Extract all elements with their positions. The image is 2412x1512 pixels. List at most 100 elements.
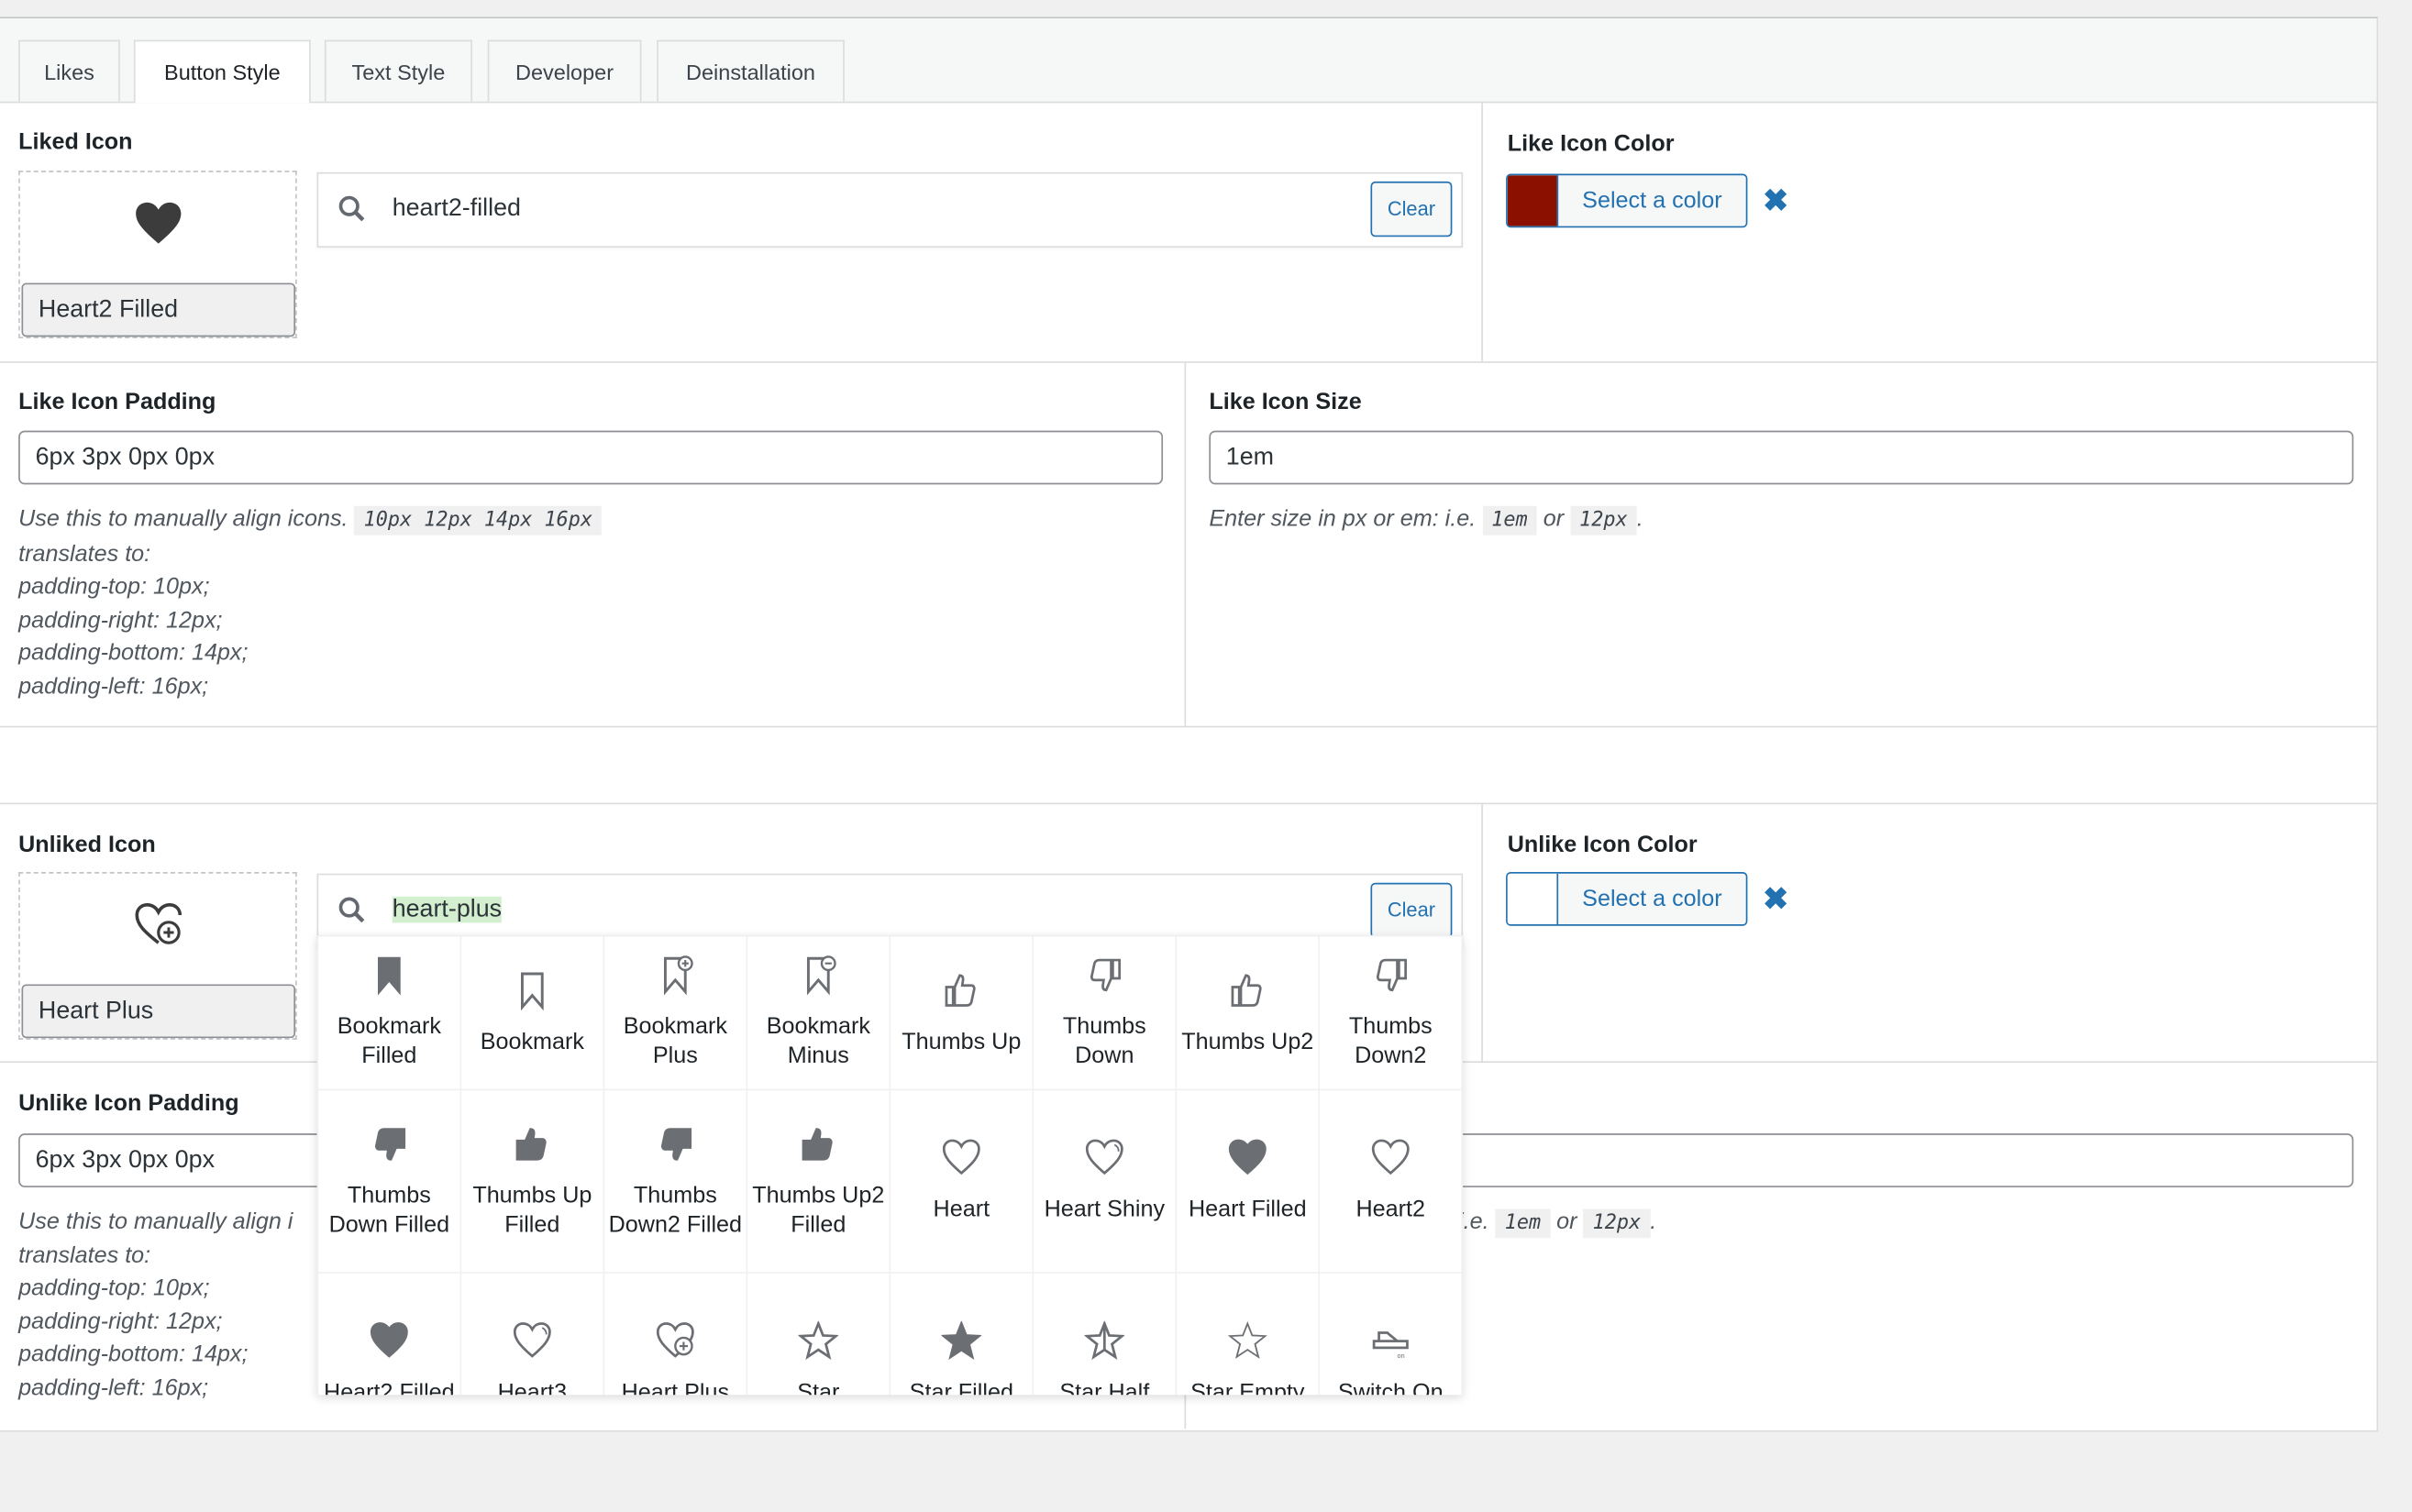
help-line: padding-left: 16px; (18, 672, 209, 700)
icon-option-label: Heart2 Filled (324, 1379, 455, 1396)
tab-deinstallation[interactable]: Deinstallation (657, 39, 845, 102)
liked-icon-search[interactable]: heart2-filled Clear (316, 171, 1464, 248)
select-color-label: Select a color (1582, 886, 1722, 912)
icon-option-bookmark-minus[interactable]: Bookmark Minus (747, 936, 890, 1089)
icon-option-thumbs-down-filled[interactable]: Thumbs Down Filled (318, 1090, 460, 1273)
icon-option-label: Thumbs Up2 Filled (752, 1182, 885, 1238)
icon-option-heart2-filled[interactable]: Heart2 Filled (318, 1273, 460, 1396)
thumbs-up2-icon (1227, 970, 1267, 1027)
bookmark-plus-icon (656, 955, 696, 1012)
icon-option-star-half[interactable]: Star Half (1034, 1273, 1176, 1396)
icon-option-label: Star Empty (1190, 1379, 1305, 1396)
heart2-filled-icon (370, 1321, 410, 1378)
heart-shiny-icon (1084, 1138, 1124, 1195)
icon-option-label: Thumbs Down2 Filled (608, 1182, 743, 1238)
like-color-picker-button[interactable]: Select a color (1506, 173, 1748, 228)
icon-option-heart[interactable]: Heart (891, 1090, 1033, 1273)
icon-option-thumbs-down[interactable]: Thumbs Down (1034, 936, 1176, 1089)
thumbs-up-filled-icon (513, 1123, 553, 1180)
tab-button-style[interactable]: Button Style (133, 39, 311, 104)
help-line: translates to: (18, 1242, 151, 1268)
icon-option-heart-shiny[interactable]: Heart Shiny (1034, 1090, 1176, 1273)
tab-developer[interactable]: Developer (487, 39, 642, 102)
icon-option-label: Heart Plus (621, 1379, 730, 1396)
icon-option-switch-on[interactable]: on Switch On (1320, 1273, 1462, 1396)
icon-option-label: Heart (933, 1196, 990, 1223)
icon-option-heart3[interactable]: Heart3 (461, 1273, 603, 1396)
icon-option-label: Bookmark (480, 1028, 584, 1054)
help-text: or (1556, 1208, 1577, 1235)
icon-option-heart2[interactable]: Heart2 (1320, 1090, 1462, 1273)
icon-option-label: Thumbs Up2 (1181, 1028, 1314, 1054)
icon-option-star[interactable]: Star (747, 1273, 890, 1396)
svg-text:on: on (1398, 1352, 1405, 1360)
like-icon-padding-input[interactable]: 6px 3px 0px 0px (18, 430, 1164, 485)
search-input[interactable]: heart-plus (392, 896, 503, 924)
liked-icon-label: Liked Icon (18, 128, 133, 156)
icon-option-thumbs-up2-filled[interactable]: Thumbs Up2 Filled (747, 1090, 890, 1273)
icon-grid: Bookmark Filled Bookmark Bookmark Plus Book… (317, 935, 1464, 1396)
icon-option-label: Star (797, 1379, 840, 1396)
icon-option-label: Bookmark Filled (337, 1013, 441, 1069)
tab-likes[interactable]: Likes (18, 39, 120, 102)
icon-option-bookmark-filled[interactable]: Bookmark Filled (318, 936, 460, 1089)
icon-option-label: Thumbs Down2 (1348, 1013, 1433, 1069)
like-icon-padding-label: Like Icon Padding (18, 389, 216, 415)
star-half-icon (1083, 1319, 1126, 1378)
help-text: Enter size in px or em: i.e. (1209, 505, 1477, 533)
search-icon (337, 193, 368, 232)
help-line: padding-bottom: 14px; (18, 1341, 249, 1368)
clear-button[interactable]: Clear (1370, 181, 1453, 237)
icon-option-label: Thumbs Up (902, 1028, 1022, 1054)
unliked-icon-preview: Heart Plus (18, 872, 297, 1040)
icon-option-heart-plus[interactable]: Heart Plus (604, 1273, 747, 1396)
help-code: 1em (1495, 1208, 1551, 1239)
like-icon-color-label: Like Icon Color (1507, 130, 1675, 158)
icon-option-bookmark[interactable]: Bookmark (461, 936, 603, 1089)
icon-option-label: Thumbs Down Filled (328, 1182, 450, 1238)
divider (1184, 362, 1187, 726)
icon-option-thumbs-up[interactable]: Thumbs Up (891, 936, 1033, 1089)
thumbs-down-icon (1084, 955, 1124, 1012)
icon-option-star-filled[interactable]: Star Filled (891, 1273, 1033, 1396)
icon-option-label: Star Filled (909, 1379, 1013, 1396)
heart-icon (942, 1138, 982, 1195)
icon-option-heart-filled[interactable]: Heart Filled (1177, 1090, 1319, 1273)
icon-option-thumbs-down2[interactable]: Thumbs Down2 (1320, 936, 1462, 1089)
heart-filled-icon (1227, 1138, 1267, 1195)
icon-option-label: Thumbs Up Filled (472, 1182, 592, 1238)
clear-color-x-icon[interactable]: ✖ (1763, 184, 1789, 219)
icon-option-thumbs-up2[interactable]: Thumbs Up2 (1177, 936, 1319, 1089)
icon-option-label: Heart3 (497, 1379, 568, 1396)
like-icon-size-label: Like Icon Size (1209, 389, 1362, 415)
liked-icon-name-button[interactable]: Heart2 Filled (21, 282, 296, 337)
tab-text-style[interactable]: Text Style (324, 39, 472, 102)
heart3-icon (513, 1321, 553, 1378)
help-text: i.e. (1458, 1208, 1489, 1235)
divider (0, 725, 2377, 728)
heart-filled-icon (20, 200, 295, 254)
clear-button[interactable]: Clear (1370, 882, 1453, 939)
icon-option-star-empty[interactable]: Star Empty (1177, 1273, 1319, 1396)
search-input[interactable]: heart2-filled (392, 195, 521, 222)
unlike-color-picker-button[interactable]: Select a color (1506, 872, 1748, 926)
switch-on-icon: on (1370, 1321, 1411, 1378)
unliked-icon-label: Unliked Icon (18, 832, 156, 858)
clear-color-x-icon[interactable]: ✖ (1763, 882, 1789, 917)
icon-option-label: Heart Filled (1188, 1196, 1307, 1223)
help-line: padding-bottom: 14px; (18, 639, 249, 667)
unliked-icon-name-button[interactable]: Heart Plus (21, 984, 296, 1039)
icon-option-bookmark-plus[interactable]: Bookmark Plus (604, 936, 747, 1089)
help-line: translates to: (18, 540, 151, 568)
help-text: . (1650, 1208, 1657, 1235)
help-code: 1em (1482, 505, 1537, 535)
divider (1481, 103, 1483, 362)
heart-plus-icon (20, 901, 295, 955)
star-empty-icon (1227, 1321, 1267, 1378)
icon-option-thumbs-up-filled[interactable]: Thumbs Up Filled (461, 1090, 603, 1273)
like-icon-size-input[interactable]: 1em (1209, 430, 2354, 485)
unlike-size-help: i.e. 1em or 12px. (1458, 1206, 1656, 1241)
icon-option-thumbs-down2-filled[interactable]: Thumbs Down2 Filled (604, 1090, 747, 1273)
icon-option-label: Bookmark Plus (623, 1013, 727, 1069)
thumbs-up2-filled-icon (799, 1123, 839, 1180)
